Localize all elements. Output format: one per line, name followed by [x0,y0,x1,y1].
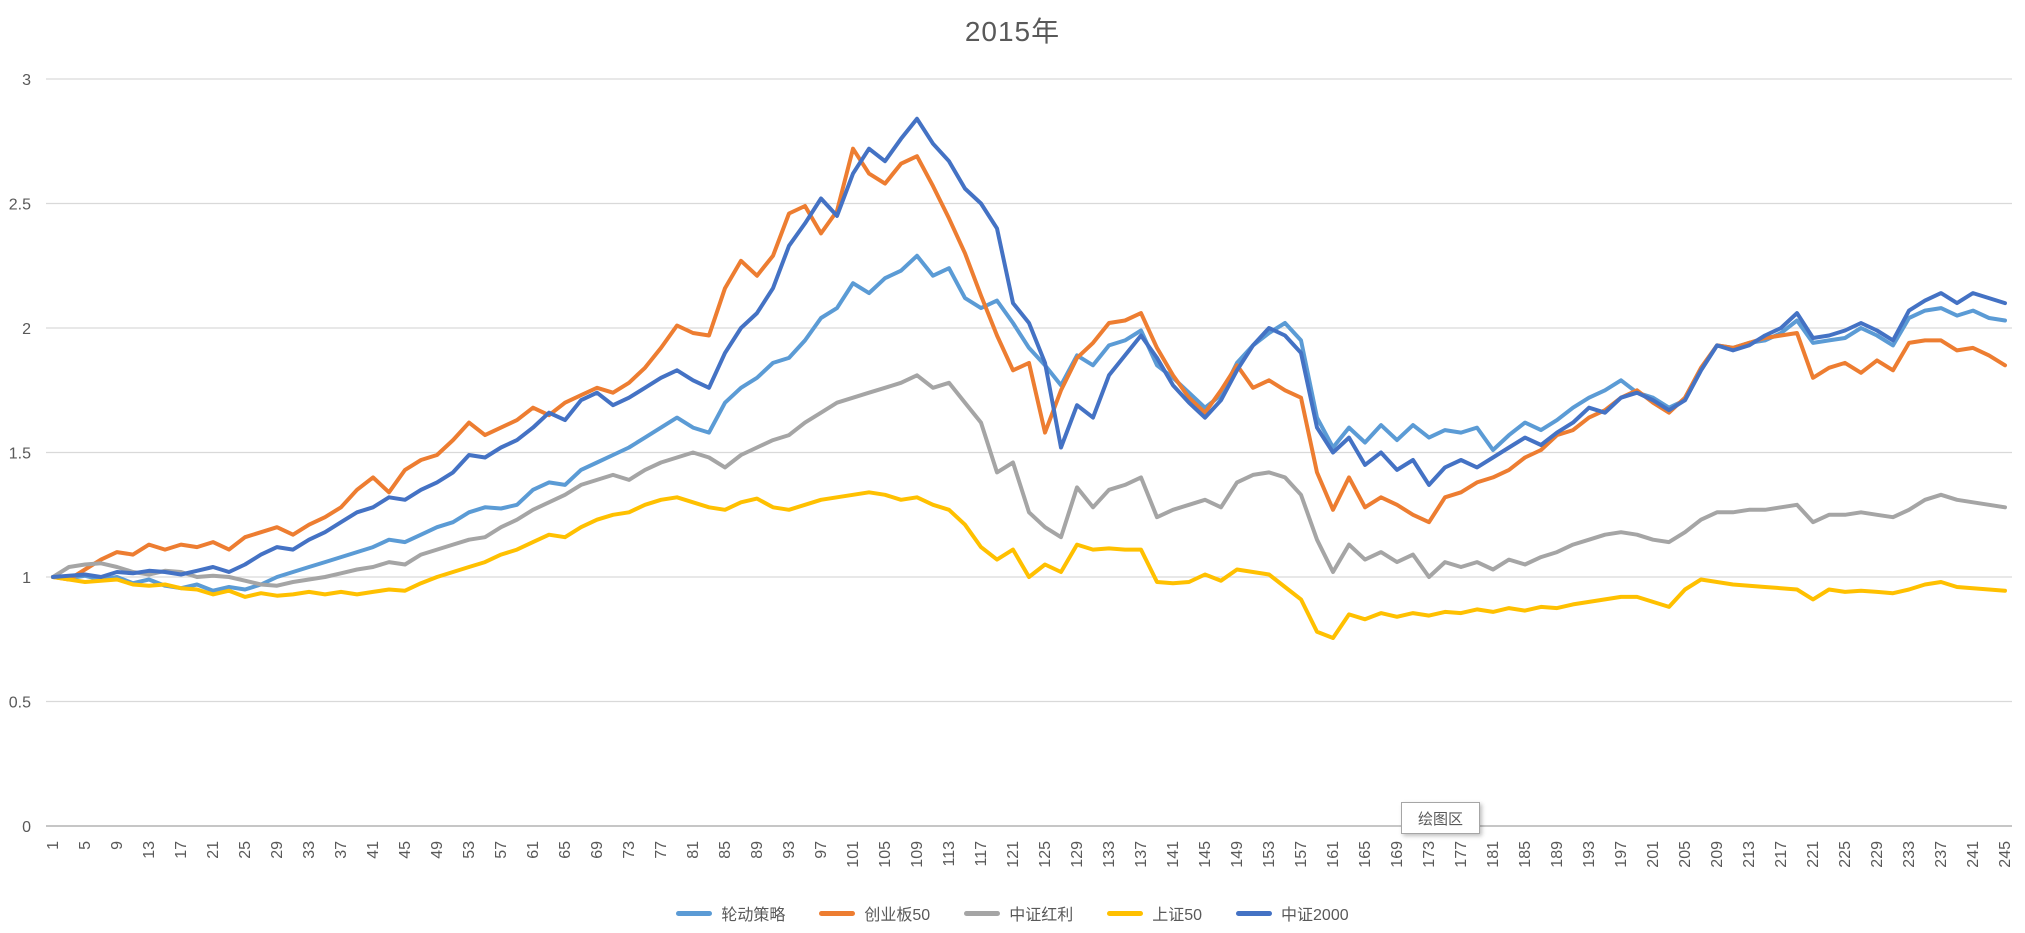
x-axis-tick-label: 53 [461,841,478,859]
chart-title[interactable]: 2015年 [964,16,1061,47]
x-axis-tick-label: 1 [45,841,62,850]
x-axis-tick-label: 13 [141,841,158,859]
x-axis-tick-label: 201 [1645,841,1662,868]
y-axis-tick-label: 2 [22,321,31,338]
x-axis-tick-label: 65 [557,841,574,859]
series-line-轮动策略[interactable] [51,253,2007,593]
x-axis-tick-label: 169 [1389,841,1406,868]
x-axis-tick-label: 81 [685,841,702,859]
x-axis-tick-label: 129 [1069,841,1086,868]
legend-swatch-icon [676,910,713,916]
y-axis-tick-label: 2.5 [9,197,31,214]
legend-swatch-icon [819,910,856,916]
x-axis-tick-label: 161 [1325,841,1342,868]
plot-area-tooltip: 绘图区 [1401,802,1480,834]
legend-swatch-icon [1107,910,1144,916]
x-axis-tick-label: 217 [1773,841,1790,868]
y-axis-tick-label: 3 [22,72,31,89]
y-axis-tick-label: 0 [22,819,31,836]
x-axis-tick-label: 25 [237,841,254,859]
x-axis-tick-label: 89 [749,841,766,859]
x-axis-tick-label: 237 [1933,841,1950,868]
x-axis-tick-label: 105 [877,841,894,868]
x-axis-tick-label: 101 [845,841,862,868]
legend-item-轮动策略[interactable]: 轮动策略 [676,901,785,925]
x-axis-tick-label: 245 [1997,841,2014,868]
x-axis-tick-label: 185 [1517,841,1534,868]
x-axis-tick-label: 61 [525,841,542,859]
legend-item-中证红利[interactable]: 中证红利 [964,901,1073,925]
x-axis-tick-label: 145 [1197,841,1214,868]
legend-item-创业板50[interactable]: 创业板50 [819,901,930,925]
x-axis-tick-label: 225 [1837,841,1854,868]
x-axis-tick-label: 69 [589,841,606,859]
x-axis-tick-label: 117 [973,841,990,867]
x-axis-tick-label: 221 [1805,841,1822,868]
y-axis-tick-label: 0.5 [9,695,31,712]
x-axis-tick-label: 173 [1421,841,1438,868]
x-axis-tick-label: 121 [1005,841,1022,868]
x-axis-tick-label: 17 [173,841,190,859]
x-axis-tick-label: 49 [429,841,446,859]
x-axis-tick-label: 137 [1133,841,1150,868]
x-axis-tick-label: 57 [493,841,510,859]
y-axis-tick-label: 1 [22,570,31,587]
x-axis-tick-label: 125 [1037,841,1054,868]
x-axis-tick-label: 141 [1165,841,1182,868]
x-axis-tick-label: 9 [109,841,126,850]
legend-label: 中证红利 [1009,907,1074,924]
x-axis-tick-label: 93 [781,841,798,859]
x-axis-tick-label: 205 [1677,841,1694,868]
x-axis-tick-label: 85 [717,841,734,859]
x-axis-tick-label: 157 [1293,841,1310,868]
legend-swatch-icon [1236,910,1273,916]
x-axis-tick-label: 133 [1101,841,1118,868]
x-axis-tick-label: 165 [1357,841,1374,868]
legend-item-上证50[interactable]: 上证50 [1107,901,1202,925]
x-axis-tick-label: 177 [1453,841,1470,868]
x-axis-tick-label: 153 [1261,841,1278,868]
legend-label: 轮动策略 [721,907,786,924]
x-axis-tick-label: 189 [1549,841,1566,868]
x-axis-tick-label: 73 [621,841,638,859]
y-axis-tick-label: 1.5 [9,446,31,463]
legend-label: 创业板50 [864,907,931,924]
x-axis-tick-label: 113 [941,841,958,867]
x-axis-tick-label: 233 [1901,841,1918,868]
x-axis-tick-label: 149 [1229,841,1246,868]
x-axis-tick-label: 29 [269,841,286,859]
x-axis-tick-label: 213 [1741,841,1758,868]
legend-label: 上证50 [1152,907,1203,924]
x-axis-tick-label: 5 [77,841,94,850]
legend-label: 中证2000 [1281,907,1349,924]
series-line-上证50[interactable] [51,490,2007,640]
x-axis-tick-label: 109 [909,841,926,868]
x-axis-tick-label: 45 [397,841,414,859]
x-axis-tick-label: 209 [1709,841,1726,868]
x-axis-tick-label: 181 [1485,841,1502,868]
x-axis-tick-label: 41 [365,841,382,859]
chart-legend: 轮动策略 创业板50 中证红利 上证50 中证2000 [0,901,2025,925]
x-axis-tick-label: 21 [205,841,222,859]
x-axis-tick-label: 33 [301,841,318,859]
x-axis-tick-label: 241 [1965,841,1982,868]
x-axis-tick-label: 97 [813,841,830,859]
series-line-中证2000[interactable] [51,116,2007,579]
x-axis-tick-label: 193 [1581,841,1598,868]
x-axis-tick-label: 229 [1869,841,1886,868]
legend-swatch-icon [964,910,1001,916]
x-axis-tick-label: 197 [1613,841,1630,868]
legend-item-中证2000[interactable]: 中证2000 [1236,901,1349,925]
x-axis-tick-label: 77 [653,841,670,859]
x-axis-tick-label: 37 [333,841,350,859]
series-line-中证红利[interactable] [51,373,2007,588]
